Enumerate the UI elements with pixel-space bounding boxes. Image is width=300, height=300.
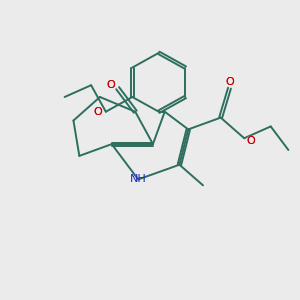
Text: O: O xyxy=(246,136,255,146)
Text: O: O xyxy=(106,78,116,91)
Text: O: O xyxy=(107,80,116,90)
Text: O: O xyxy=(93,107,102,117)
Text: O: O xyxy=(225,77,234,87)
Text: O: O xyxy=(224,75,235,88)
Text: O: O xyxy=(93,107,102,117)
Text: O: O xyxy=(92,105,103,118)
Text: O: O xyxy=(107,80,116,90)
Text: O: O xyxy=(246,136,255,146)
Text: NH: NH xyxy=(130,174,147,184)
Text: O: O xyxy=(245,135,256,148)
Text: O: O xyxy=(225,77,234,87)
